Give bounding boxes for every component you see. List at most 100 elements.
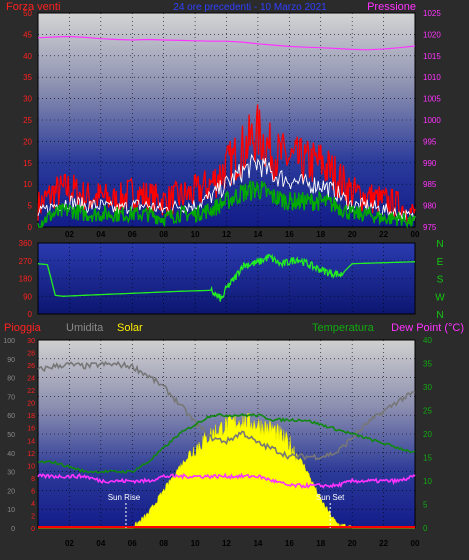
rain-tick-label: 14	[27, 438, 35, 445]
wind-direction-series	[37, 253, 416, 302]
x-tick-label: 20	[348, 230, 357, 239]
x-tick-label: 00	[411, 539, 420, 548]
x-tick-label: 14	[253, 230, 262, 239]
x-tick-label: 22	[379, 230, 388, 239]
x-tick-label: 22	[379, 539, 388, 548]
pressure-tick-label: 1020	[423, 30, 441, 39]
x-tick-label: 18	[316, 539, 325, 548]
rain-tick-label: 10	[27, 463, 35, 470]
humidity-tick-label: 20	[7, 488, 15, 495]
wind-tick-label: 0	[28, 223, 33, 232]
pressure-tick-label: 995	[423, 137, 437, 146]
humidity-tick-label: 30	[7, 470, 15, 477]
pressure-tick-label: 975	[423, 223, 437, 232]
temperature-tick-label: 40	[423, 336, 432, 345]
solar-temp-series	[37, 360, 416, 529]
x-tick-label: 08	[159, 539, 168, 548]
temperature-tick-label: 0	[423, 524, 428, 533]
x-tick-label: 12	[222, 230, 231, 239]
wind-pressure-grid	[38, 13, 415, 227]
humidity-tick-label: 80	[7, 376, 15, 383]
rain-tick-label: 6	[31, 488, 35, 495]
temperature-tick-label: 35	[423, 360, 432, 369]
x-tick-label: 14	[253, 539, 262, 548]
pressure-tick-label: 1015	[423, 52, 441, 61]
temperature-tick-label: 30	[423, 383, 432, 392]
temperature-axis-ticks: 0 5 10 15 20 25 30 35 40	[423, 336, 432, 533]
rain-tick-label: 12	[27, 451, 35, 458]
pressure-tick-label: 1000	[423, 116, 441, 125]
temperature-tick-label: 20	[423, 430, 432, 439]
rain-tick-label: 24	[27, 376, 35, 383]
wind-tick-label: 40	[23, 52, 32, 61]
pressure-axis-title: Pressione	[367, 1, 416, 13]
humidity-tick-label: 60	[7, 413, 15, 420]
rain-tick-label: 20	[27, 401, 35, 408]
humidity-tick-label: 0	[11, 526, 15, 533]
x-tick-label: 06	[128, 539, 137, 548]
pressure-tick-label: 990	[423, 159, 437, 168]
sun-rise-label: Sun Rise	[108, 493, 141, 502]
wind-series-line	[37, 104, 416, 225]
wind-axis-title: Forza venti	[6, 1, 60, 13]
wind-pressure-series	[37, 35, 416, 229]
temperature-tick-label: 25	[423, 407, 432, 416]
rain-tick-label: 8	[31, 476, 35, 483]
sun-markers: Sun Rise Sun Set	[108, 493, 345, 528]
humidity-tick-label: 50	[7, 432, 15, 439]
humidity-tick-label: 40	[7, 451, 15, 458]
rain-tick-label: 2	[31, 513, 35, 520]
dew-point-axis-title: Dew Point (°C)	[391, 322, 464, 334]
direction-degree-ticks: 0 90 180 270 360	[19, 239, 33, 319]
pressure-axis-ticks: 975 980 985 990 995 1000 1005 1010 1015 1020 1025	[423, 9, 441, 232]
solar-axis-title: Solar	[117, 322, 143, 334]
pressure-tick-label: 1025	[423, 9, 441, 18]
wind-tick-label: 10	[23, 180, 32, 189]
x-tick-label: 18	[316, 230, 325, 239]
x-tick-label: 08	[159, 230, 168, 239]
wind-direction-series-line	[37, 253, 416, 302]
direction-tick-label: 180	[19, 275, 33, 284]
sun-set-label: Sun Set	[316, 493, 345, 502]
temperature-axis-title: Temperatura	[312, 322, 375, 334]
x-tick-label: 02	[65, 539, 74, 548]
humidity-axis-title: Umidita	[66, 322, 104, 334]
x-tick-label: 20	[348, 539, 357, 548]
direction-tick-label: 270	[19, 257, 33, 266]
x-tick-label: 12	[222, 539, 231, 548]
pressure-tick-label: 1010	[423, 73, 441, 82]
direction-tick-label: 0	[28, 310, 33, 319]
rain-tick-label: 4	[31, 501, 35, 508]
compass-tick-label: S	[437, 275, 444, 286]
rain-axis-title: Pioggia	[4, 322, 42, 334]
x-tick-label: 16	[285, 539, 294, 548]
wind-tick-label: 25	[23, 116, 32, 125]
page-title: 24 ore precedenti - 10 Marzo 2021	[173, 2, 327, 13]
wind-tick-label: 50	[23, 9, 32, 18]
pressure-series-line	[37, 35, 416, 51]
wind-direction-grid	[38, 243, 415, 314]
wind-tick-label: 15	[23, 159, 32, 168]
rain-tick-label: 30	[27, 338, 35, 345]
compass-tick-label: W	[435, 292, 445, 303]
humidity-axis-ticks: 0 10 20 30 40 50 60 70 80 90 100	[3, 338, 15, 533]
x-tick-label: 04	[96, 539, 105, 548]
x-tick-label: 00	[411, 230, 420, 239]
rain-tick-label: 26	[27, 363, 35, 370]
rain-tick-label: 16	[27, 426, 35, 433]
wind-pressure-x-ticks: 02 04 06 08 10 12 14 16 18 20 22 00	[65, 230, 420, 239]
humidity-tick-label: 70	[7, 394, 15, 401]
wind-tick-label: 30	[23, 95, 32, 104]
temperature-tick-label: 15	[423, 454, 432, 463]
direction-tick-label: 360	[19, 239, 33, 248]
temperature-tick-label: 10	[423, 477, 432, 486]
wind-tick-label: 35	[23, 73, 32, 82]
x-tick-label: 06	[128, 230, 137, 239]
solar-temp-x-ticks: 02 04 06 08 10 12 14 16 18 20 22 00	[65, 539, 420, 548]
x-tick-label: 16	[285, 230, 294, 239]
wind-tick-label: 5	[28, 202, 33, 211]
